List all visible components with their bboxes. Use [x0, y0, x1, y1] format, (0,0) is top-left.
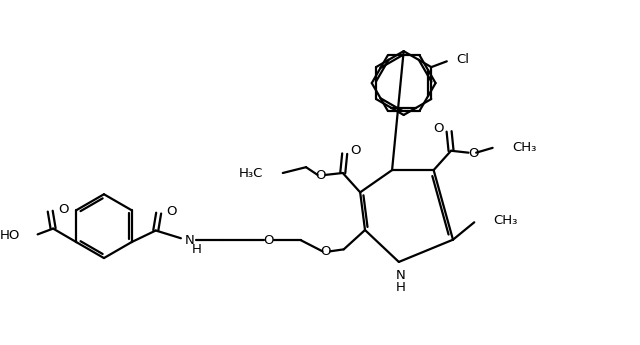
Text: O: O	[468, 147, 479, 160]
Text: O: O	[58, 203, 68, 216]
Text: O: O	[433, 122, 444, 135]
Text: H: H	[396, 280, 406, 294]
Text: H: H	[191, 243, 202, 256]
Text: O: O	[320, 245, 331, 258]
Text: CH₃: CH₃	[512, 141, 536, 154]
Text: N: N	[185, 234, 195, 247]
Text: H₃C: H₃C	[239, 167, 264, 180]
Text: O: O	[166, 205, 177, 218]
Text: Cl: Cl	[456, 53, 469, 66]
Text: O: O	[264, 234, 274, 247]
Text: CH₃: CH₃	[493, 214, 518, 227]
Text: O: O	[316, 169, 326, 183]
Text: HO: HO	[0, 229, 20, 242]
Text: N: N	[396, 269, 406, 282]
Text: O: O	[351, 144, 361, 157]
